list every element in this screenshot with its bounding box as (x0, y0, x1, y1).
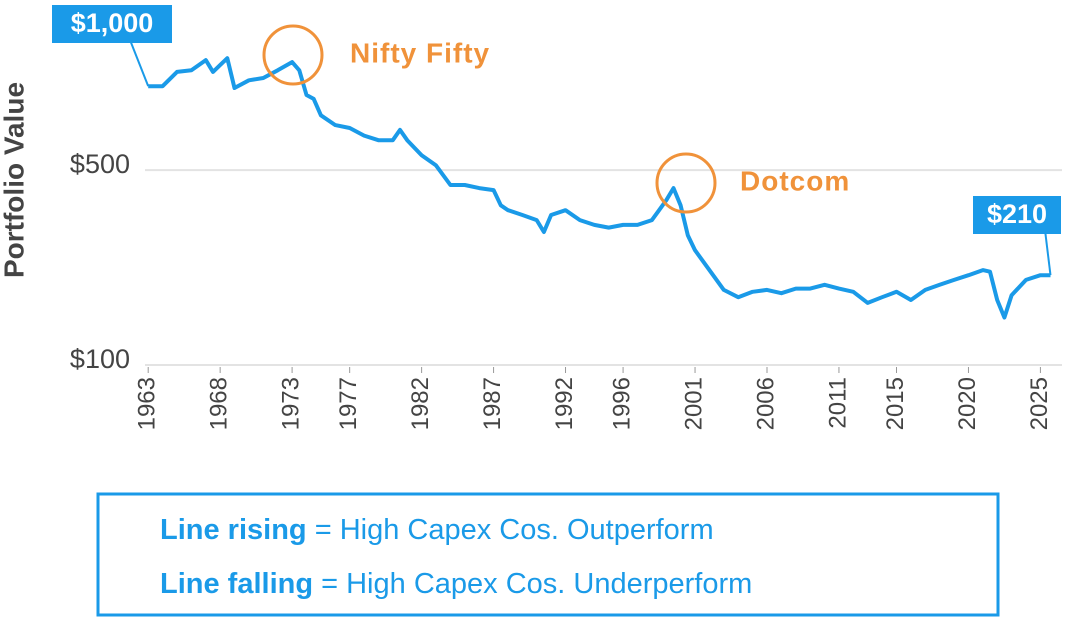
annotation-label: Dotcom (740, 165, 850, 196)
key-line: Line rising = High Capex Cos. Outperform (160, 514, 714, 546)
key-strong: Line falling (160, 568, 313, 600)
callout-box (52, 5, 172, 43)
x-tick-label: 2001 (680, 377, 707, 430)
x-tick-label: 1996 (608, 377, 635, 430)
x-tick-label: 2020 (954, 377, 981, 430)
key-text: = High Capex Cos. Underperform (321, 568, 752, 600)
annotation-circle (655, 152, 717, 214)
x-tick-label: 1982 (407, 377, 434, 430)
key-text: = High Capex Cos. Outperform (315, 514, 714, 546)
callout-box (973, 196, 1061, 234)
key-strong: Line rising (160, 514, 307, 546)
annotation-circle (262, 24, 324, 86)
callout-label: $210 (987, 199, 1047, 229)
annotation-label: Nifty Fifty (350, 37, 490, 68)
x-tick-label: 1963 (134, 377, 161, 430)
line (148, 56, 1051, 320)
y-tick-label: $500 (70, 149, 130, 179)
callout-pointer (129, 39, 150, 87)
x-tick-label: 1992 (551, 377, 578, 430)
key-line: Line falling = High Capex Cos. Underperf… (160, 568, 752, 600)
x-tick-label: 1973 (277, 377, 304, 430)
y-tick-label: $100 (70, 344, 130, 374)
x-tick-label: 1977 (335, 377, 362, 430)
x-tick-label: 2006 (752, 377, 779, 430)
callout-pointer (1044, 229, 1052, 276)
x-tick-label: 2015 (882, 377, 909, 430)
x-tick-label: 2025 (1026, 377, 1053, 430)
y-axis-label: Portfolio Value (0, 82, 29, 278)
key-box (96, 492, 1000, 617)
callout-label: $1,000 (71, 8, 154, 38)
x-tick-label: 1987 (479, 377, 506, 430)
x-tick-label: 1968 (205, 377, 232, 430)
x-tick-label: 2011 (824, 377, 851, 429)
